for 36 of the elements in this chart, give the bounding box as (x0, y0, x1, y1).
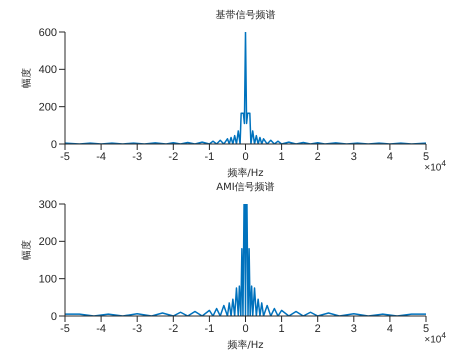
y-tick-label: 200 (38, 102, 57, 114)
x-axis-title: 频率/Hz (227, 339, 264, 351)
x-tick-label: 5 (422, 322, 430, 335)
x-tick-label: -4 (96, 322, 106, 335)
x-axis-title: 频率/Hz (227, 167, 264, 179)
x-tick-label: 3 (350, 150, 357, 163)
x-tick-label: -4 (96, 150, 106, 163)
x-tick-label: 1 (278, 322, 285, 335)
x-tick-label: 0 (242, 322, 249, 335)
y-tick-label: 0 (50, 310, 57, 323)
x-tick-label: -2 (168, 150, 178, 163)
x-tick-label: 2 (314, 150, 321, 163)
x-tick-label: 1 (278, 150, 285, 163)
x-tick-label: 4 (386, 150, 393, 163)
x-tick-label: -2 (168, 322, 178, 335)
x-tick-label: 5 (422, 150, 430, 163)
y-axis-title: 幅度 (20, 68, 33, 88)
chart-title: 基带信号频谱 (214, 8, 276, 22)
x-tick-label: -5 (60, 150, 70, 163)
y-tick-label: 600 (38, 26, 57, 39)
y-axis-title: 幅度 (20, 240, 33, 260)
x-tick-label: 2 (314, 322, 321, 335)
x-tick-label: -5 (60, 322, 70, 335)
y-tick-label: 0 (50, 138, 57, 151)
y-tick-label: 200 (38, 236, 57, 248)
x-tick-label: -3 (132, 150, 142, 163)
x-tick-label: -1 (204, 150, 214, 163)
y-tick-label: 400 (38, 64, 57, 76)
x-tick-label: -1 (204, 322, 214, 335)
chart-title: AMI信号频谱 (215, 180, 276, 194)
y-tick-label: 100 (38, 274, 57, 286)
x-tick-label: 4 (386, 322, 393, 335)
y-tick-label: 300 (38, 198, 57, 211)
x-tick-label: -3 (132, 322, 142, 335)
x-tick-label: 0 (242, 150, 249, 163)
x-tick-label: 3 (350, 322, 357, 335)
